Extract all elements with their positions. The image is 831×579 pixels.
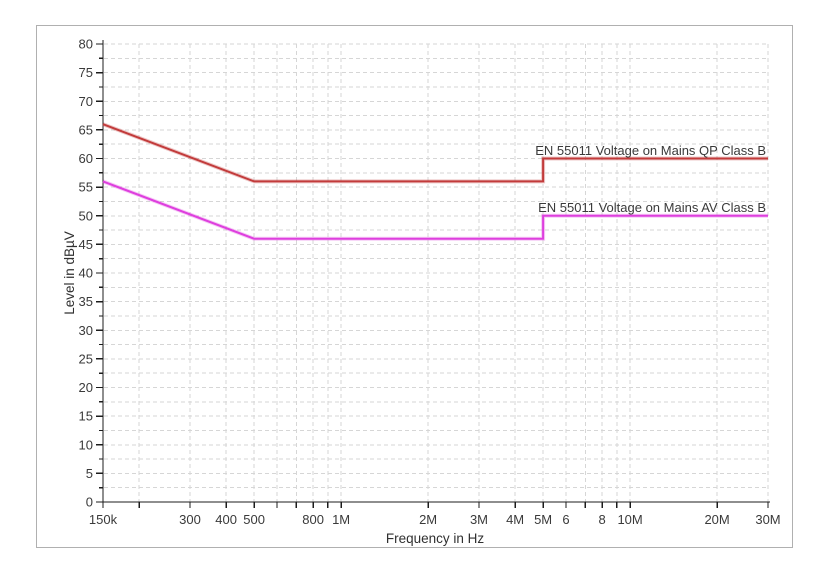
y-tick-label: 45 [79,237,93,252]
y-axis-title: Level in dBµV [62,231,77,315]
y-tick-label: 65 [79,122,93,137]
av-limit-line [102,180,768,240]
y-tick-label: 40 [79,266,93,281]
x-tick-label: 3M [470,512,488,527]
chart-generated-layer: 0 5 10 15 20 25 30 35 40 45 50 55 60 65 70 75 80 150k 300 4… [79,37,781,528]
y-tick-label: 50 [79,208,93,223]
x-tick-label: 2M [419,512,437,527]
x-tick-label: 6 [562,512,569,527]
y-tick-label: 30 [79,323,93,338]
y-tick-label: 10 [79,437,93,452]
x-tick-label: 150k [89,512,118,527]
y-tick-label: 15 [79,409,93,424]
x-tick-label: 20M [704,512,729,527]
x-tick-label: 400 [215,512,237,527]
y-tick-label: 5 [86,466,93,481]
y-tick-label: 75 [79,65,93,80]
x-tick-label: 10M [617,512,642,527]
legend-qp-label: EN 55011 Voltage on Mains QP Class B [535,143,766,158]
y-tick-label: 20 [79,380,93,395]
y-tick-label: 70 [79,94,93,109]
y-tick-label: 0 [86,495,93,510]
y-tick-label: 80 [79,37,93,52]
y-tick-label: 55 [79,180,93,195]
x-tick-label: 8 [598,512,605,527]
y-tick-label: 60 [79,151,93,166]
x-tick-label: 300 [179,512,201,527]
y-tick-label: 25 [79,351,93,366]
x-tick-label: 1M [332,512,350,527]
x-tick-label: 4M [506,512,524,527]
legend-av-label: EN 55011 Voltage on Mains AV Class B [538,200,766,215]
chart-panel-border [36,25,793,548]
x-tick-label: 30M [755,512,780,527]
x-axis-title: Frequency in Hz [386,531,485,546]
x-tick-label: 500 [243,512,265,527]
x-tick-label: 800 [302,512,324,527]
x-tick-label: 5M [534,512,552,527]
y-tick-label: 35 [79,294,93,309]
qp-limit-line [102,123,768,183]
